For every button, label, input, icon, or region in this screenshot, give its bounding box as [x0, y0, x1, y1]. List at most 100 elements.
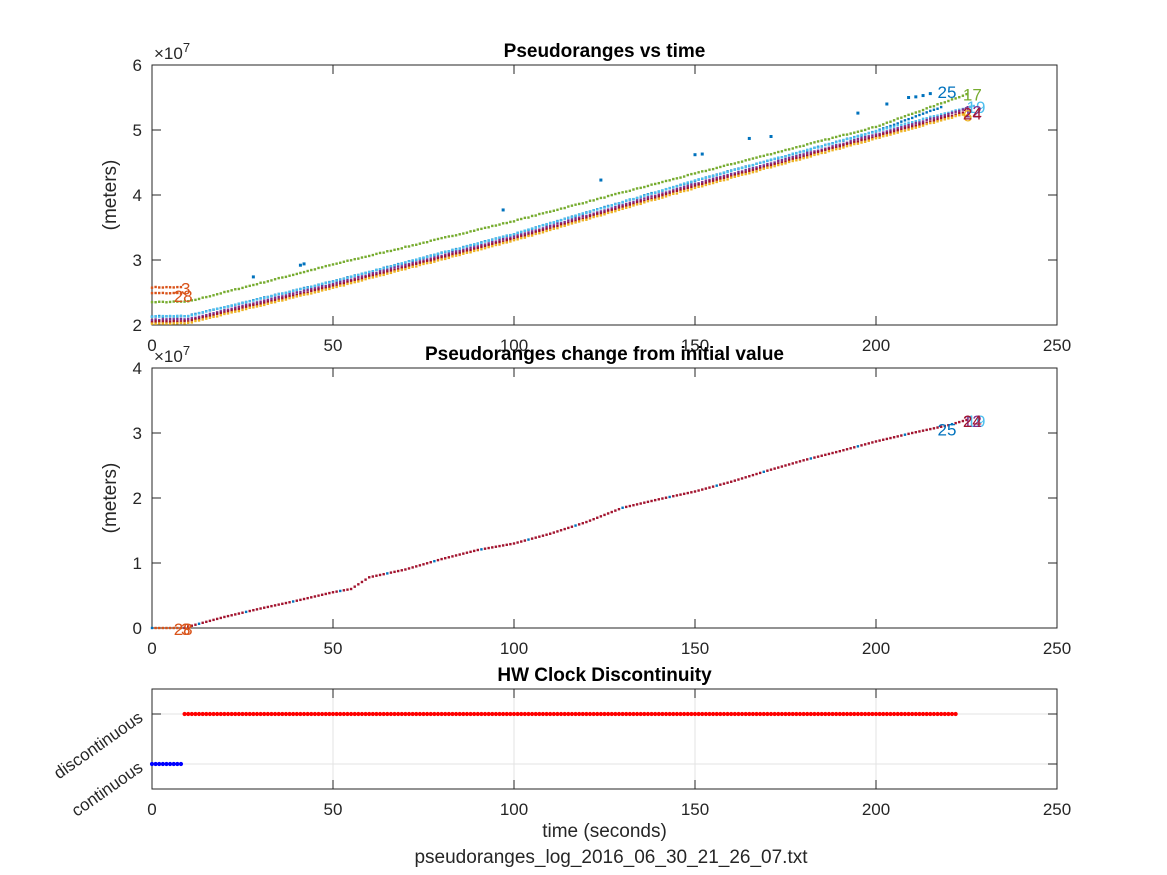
point	[335, 279, 338, 282]
point	[733, 172, 737, 175]
point	[306, 596, 309, 600]
point	[867, 127, 870, 130]
data-marks	[149, 711, 958, 767]
point	[487, 245, 490, 249]
point	[328, 264, 331, 267]
point	[802, 153, 805, 156]
point	[585, 214, 588, 218]
point	[498, 236, 501, 239]
point	[234, 306, 237, 309]
point	[225, 711, 231, 717]
point	[896, 117, 899, 120]
point	[418, 261, 422, 265]
point	[161, 318, 165, 321]
point	[150, 300, 154, 304]
point	[230, 309, 233, 312]
point	[150, 626, 154, 630]
point	[762, 167, 765, 170]
point	[596, 212, 599, 216]
point	[552, 531, 556, 534]
point	[230, 614, 233, 617]
point	[447, 250, 451, 253]
point	[342, 260, 346, 263]
point	[943, 424, 946, 428]
point	[686, 184, 689, 188]
point	[360, 580, 364, 584]
point	[925, 107, 928, 110]
point	[422, 259, 425, 262]
point	[251, 711, 256, 717]
point	[719, 179, 722, 182]
point	[903, 119, 907, 122]
point	[277, 276, 280, 280]
point	[375, 574, 378, 577]
point	[534, 229, 537, 232]
point	[338, 711, 343, 717]
point	[787, 154, 791, 157]
point	[592, 517, 595, 521]
point	[842, 133, 845, 137]
point	[719, 483, 722, 486]
point	[342, 284, 346, 287]
point	[834, 141, 838, 144]
point	[758, 168, 762, 172]
point	[187, 300, 190, 303]
point	[596, 214, 599, 218]
point	[244, 303, 248, 307]
point	[310, 268, 313, 272]
point	[914, 121, 918, 125]
point	[777, 163, 780, 167]
point	[516, 238, 519, 241]
satellite-label-24: 24	[963, 104, 982, 123]
point	[614, 192, 617, 196]
outlier-point	[251, 275, 255, 279]
point	[639, 502, 642, 505]
point	[281, 299, 284, 302]
point	[187, 314, 190, 318]
point	[555, 711, 560, 717]
point	[860, 444, 863, 447]
outlier-point	[501, 208, 505, 212]
point	[707, 711, 712, 717]
point	[266, 300, 270, 303]
point	[255, 301, 259, 304]
point	[855, 711, 861, 717]
point	[259, 281, 262, 284]
point	[509, 236, 512, 240]
point	[288, 295, 291, 298]
point	[798, 460, 802, 463]
point	[758, 711, 763, 717]
point	[512, 235, 516, 238]
point	[609, 711, 614, 717]
point	[154, 315, 157, 318]
point	[722, 171, 726, 174]
point	[523, 539, 527, 542]
point	[831, 148, 834, 152]
point	[172, 318, 175, 321]
point	[838, 134, 841, 138]
point	[664, 496, 668, 499]
point	[911, 431, 914, 435]
point	[211, 711, 216, 717]
point	[903, 115, 907, 118]
point	[505, 221, 508, 225]
point	[172, 322, 175, 325]
point	[950, 110, 954, 113]
point	[433, 258, 436, 261]
point	[179, 300, 183, 303]
point	[171, 761, 176, 767]
point	[491, 242, 494, 246]
point	[229, 711, 234, 717]
point	[929, 105, 932, 109]
point	[501, 237, 505, 241]
point	[165, 292, 168, 295]
point	[679, 176, 682, 179]
point	[943, 118, 946, 121]
point	[889, 120, 892, 123]
point	[429, 561, 432, 564]
point	[436, 255, 440, 258]
point	[168, 314, 172, 318]
point	[780, 156, 784, 159]
point	[784, 160, 787, 163]
point	[900, 126, 903, 129]
